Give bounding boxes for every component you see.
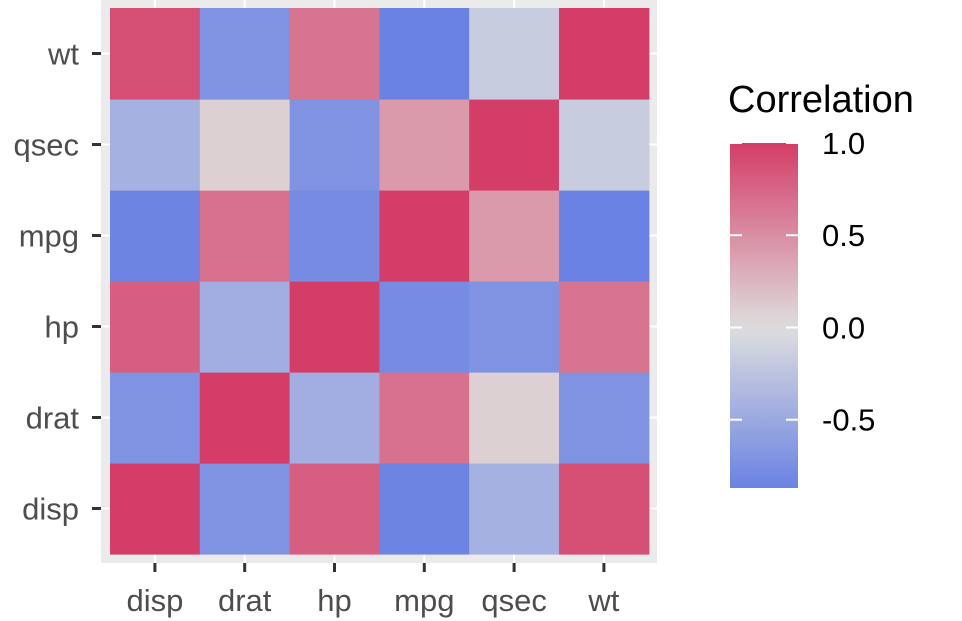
cell-disp-wt [559,463,650,555]
cell-hp-drat [199,281,291,373]
x-tick-label-disp: disp [126,583,183,618]
cell-drat-drat [199,372,291,464]
cell-drat-hp [289,372,380,464]
cell-hp-disp [110,281,201,373]
x-tick-label-hp: hp [317,583,351,618]
legend: Correlation 1.0 0.5 0.0 -0.5 [728,79,914,488]
legend-colorbar [730,143,798,488]
y-tick-label-mpg: mpg [19,219,79,254]
cell-qsec-mpg [379,99,470,191]
cell-wt-disp [110,8,201,100]
cell-mpg-qsec [469,190,560,282]
legend-tick-label: -0.5 [822,403,875,438]
cell-qsec-hp [289,99,380,191]
cell-mpg-hp [289,190,380,282]
cell-drat-mpg [379,372,470,464]
cell-mpg-disp [110,190,201,282]
cell-hp-mpg [379,281,470,373]
cell-qsec-wt [559,99,650,191]
cell-wt-wt [559,8,650,100]
cell-wt-drat [199,8,291,100]
y-tick-label-hp: hp [45,310,79,345]
cell-drat-wt [559,372,650,464]
cell-disp-disp [110,463,201,555]
y-tick-label-wt: wt [47,37,79,72]
x-tick-label-wt: wt [587,583,619,618]
cell-mpg-drat [199,190,291,282]
legend-tick-label: 0.5 [822,218,865,253]
cell-wt-mpg [379,8,470,100]
y-tick-label-drat: drat [26,401,80,436]
y-tick-label-disp: disp [22,492,79,527]
x-tick-label-qsec: qsec [481,583,546,618]
cell-hp-hp [289,281,380,373]
cell-qsec-drat [199,99,291,191]
heatmap-cells [110,8,650,555]
cell-mpg-mpg [379,190,470,282]
y-axis: disp drat hp mpg qsec wt [14,37,101,527]
cell-wt-qsec [469,8,560,100]
cell-drat-disp [110,372,201,464]
cell-wt-hp [289,8,380,100]
x-axis: disp drat hp mpg qsec wt [126,563,620,618]
cell-disp-hp [289,463,380,555]
cell-hp-wt [559,281,650,373]
cell-disp-drat [199,463,291,555]
cell-drat-qsec [469,372,560,464]
cell-disp-qsec [469,463,560,555]
legend-tick-label: 0.0 [822,310,865,345]
x-tick-label-mpg: mpg [394,583,454,618]
cell-disp-mpg [379,463,470,555]
x-tick-label-drat: drat [218,583,272,618]
legend-tick-label: 1.0 [822,126,865,161]
cell-mpg-wt [559,190,650,282]
cell-qsec-qsec [469,99,560,191]
y-tick-label-qsec: qsec [14,128,79,163]
cell-qsec-disp [110,99,201,191]
legend-title: Correlation [728,79,914,121]
cell-hp-qsec [469,281,560,373]
